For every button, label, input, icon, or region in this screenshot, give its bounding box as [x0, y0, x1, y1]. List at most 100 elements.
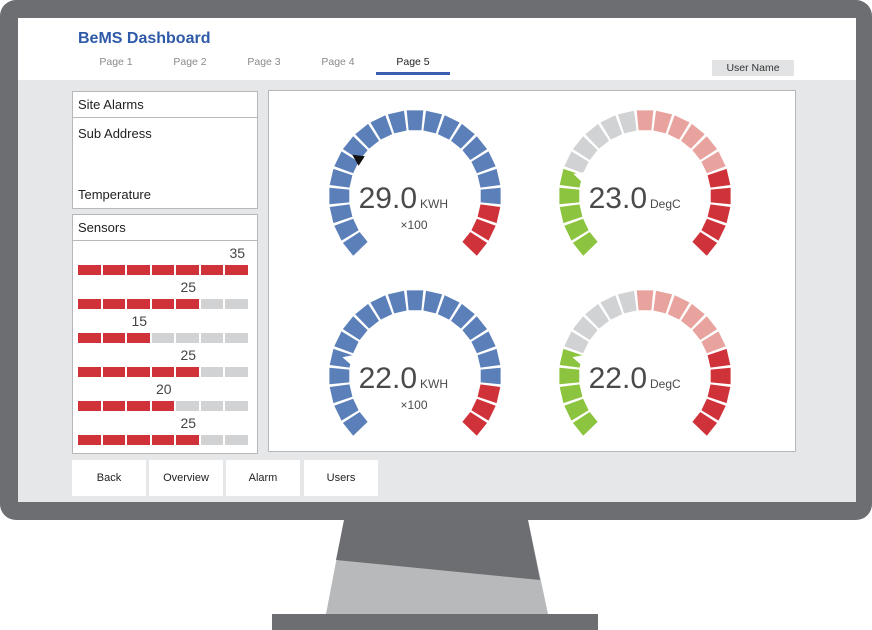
gauge-segment: [462, 412, 488, 436]
sensor-bar-segment: [200, 401, 223, 411]
tab-page-3[interactable]: Page 3: [247, 56, 281, 68]
sensor-bar-segment: [78, 333, 101, 343]
gauge-segment: [653, 110, 673, 134]
gauge-segment: [559, 348, 583, 368]
user-name-badge[interactable]: User Name: [712, 60, 794, 76]
sensor-row: 25: [78, 345, 250, 379]
gauge-segment: [692, 316, 718, 340]
gauge-unit: DegC: [650, 377, 681, 391]
tab-page-4[interactable]: Page 4: [321, 56, 355, 68]
sensor-bar-segment: [200, 299, 223, 309]
gauge-multiplier: ×100: [400, 398, 427, 412]
gauge-segment: [334, 218, 359, 241]
header-bar: BeMS Dashboard Page 1 Page 2 Page 3 Page…: [18, 18, 856, 80]
gauge-segment: [334, 151, 359, 174]
gauge-marker: [352, 154, 365, 166]
sensor-bar-segment: [225, 299, 248, 309]
sensor-bar-segment: [78, 265, 101, 275]
gauge-segment: [681, 303, 705, 329]
users-button[interactable]: Users: [304, 460, 378, 496]
gauge-segment: [329, 367, 350, 385]
back-button[interactable]: Back: [72, 460, 146, 496]
gauge-segment: [707, 348, 731, 368]
gauge-segment: [342, 412, 368, 436]
sensor-bar-segment: [200, 435, 223, 445]
app-title: BeMS Dashboard: [78, 30, 211, 47]
gauge-segment: [559, 187, 580, 205]
gauge-segment: [617, 110, 637, 134]
gauge-segment: [329, 168, 353, 188]
gauge-unit: KWH: [420, 377, 448, 391]
alarm-button[interactable]: Alarm: [226, 460, 300, 496]
sensor-bar-segment: [225, 367, 248, 377]
gauge-value: 23.0: [589, 182, 647, 215]
gauge-segment: [406, 290, 424, 311]
sensor-value: 25: [180, 279, 197, 295]
gauge-segment: [471, 218, 496, 241]
gauge-segment: [667, 115, 690, 140]
sensor-value: 20: [156, 381, 172, 397]
tab-page-1[interactable]: Page 1: [99, 56, 133, 68]
gauge-segment: [667, 295, 690, 320]
gauge-segment: [329, 384, 353, 404]
gauge-segment: [471, 398, 496, 421]
gauge-segment: [707, 384, 731, 404]
gauge-segment: [406, 110, 424, 131]
gauge-segment: [564, 398, 589, 421]
site-alarms-panel: Site Alarms Sub Address Temperature: [72, 91, 258, 209]
gauge-segment: [477, 348, 501, 368]
sensor-value: 25: [180, 347, 197, 363]
gauge-segment: [370, 115, 393, 140]
gauge-segment: [477, 204, 501, 224]
gauge: 23.0 DegC: [559, 110, 731, 256]
gauge-segment: [462, 316, 488, 340]
gauge: 22.0 KWH ×100: [329, 290, 501, 436]
gauge-segment: [636, 110, 654, 131]
gauge-segment: [437, 295, 460, 320]
gauge-segment: [600, 295, 623, 320]
gauge-segment: [342, 316, 368, 340]
gauge-segment: [617, 290, 637, 314]
gauge-segment: [423, 110, 443, 134]
sensor-bar-segment: [151, 401, 174, 411]
gauge-segment: [710, 187, 731, 205]
sensor-bar-segment: [102, 333, 125, 343]
gauge-segment: [387, 110, 407, 134]
gauge-segment: [572, 232, 598, 256]
gauge-segment: [701, 398, 726, 421]
sensor-bar-segment: [176, 265, 199, 275]
sensor-row: 20: [78, 379, 250, 413]
gauge-segment: [559, 384, 583, 404]
gauge-marker: [573, 171, 586, 183]
gauge-segment: [329, 348, 353, 368]
sensor-bar-segment: [127, 299, 150, 309]
overview-button[interactable]: Overview: [149, 460, 223, 496]
sensor-bar-segment: [102, 435, 125, 445]
gauge-segment: [572, 316, 598, 340]
sensor-value: 15: [131, 313, 148, 329]
sensor-bar-segment: [78, 367, 101, 377]
tab-page-2[interactable]: Page 2: [173, 56, 207, 68]
sensor-bar-segment: [102, 265, 125, 275]
sensor-bar-segment: [127, 333, 150, 343]
gauge-segment: [329, 204, 353, 224]
gauge-segment: [355, 123, 379, 149]
sensor-row: 25: [78, 277, 250, 311]
tab-page-5[interactable]: Page 5: [396, 56, 430, 68]
gauge-segment: [564, 151, 589, 174]
gauge-segment: [707, 204, 731, 224]
gauge-segment: [564, 331, 589, 354]
gauge-segment: [477, 168, 501, 188]
gauge-segment: [355, 303, 379, 329]
gauge-segment: [462, 136, 488, 160]
sensor-bar-segment: [176, 299, 199, 309]
sensor-bar-segment: [127, 401, 150, 411]
gauge-segment: [636, 290, 654, 311]
sensor-bar-segment: [225, 401, 248, 411]
sensor-bar-segment: [225, 435, 248, 445]
sensor-bar-segment: [151, 299, 174, 309]
sensor-bar-segment: [200, 333, 223, 343]
gauge-segment: [342, 232, 368, 256]
sensor-bar-segment: [151, 265, 174, 275]
